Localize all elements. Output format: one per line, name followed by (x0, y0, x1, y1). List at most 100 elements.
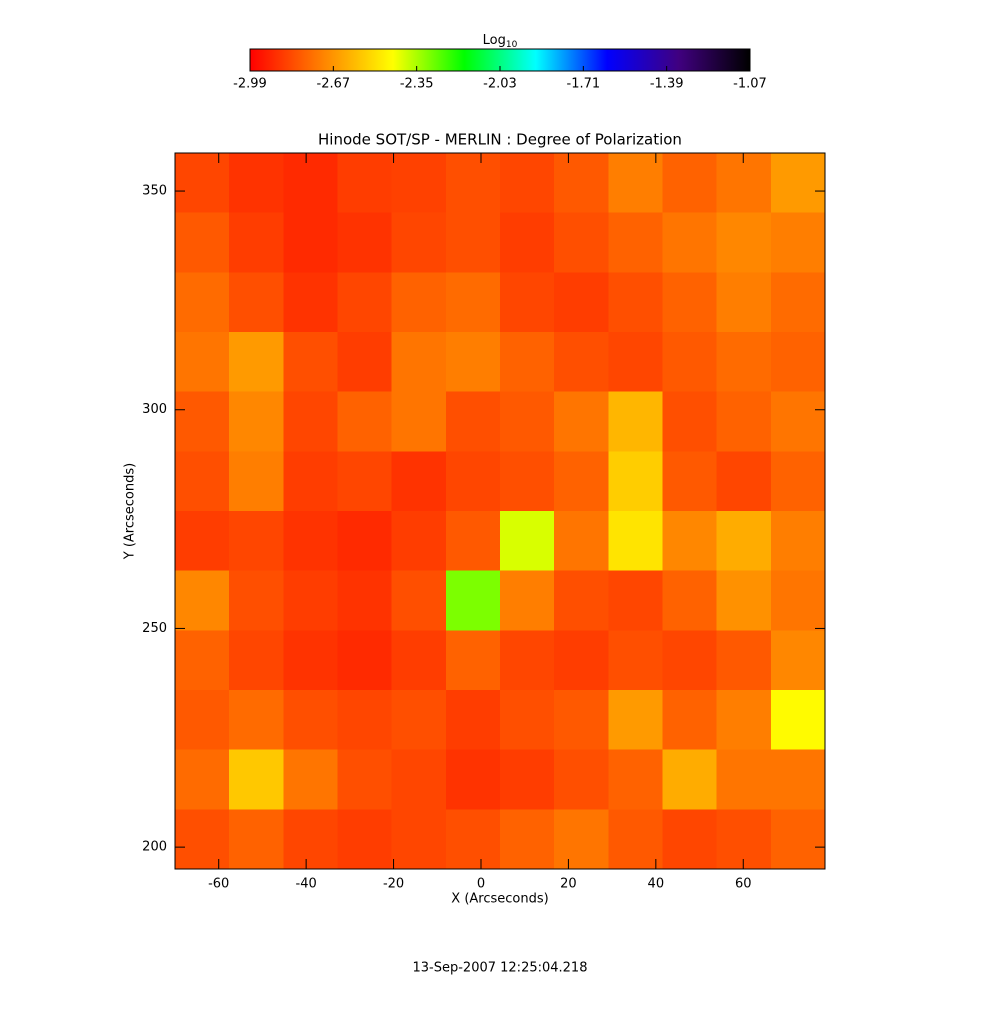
heatmap-cell (554, 451, 609, 512)
heatmap-cell (391, 749, 447, 810)
heatmap-cell (283, 749, 338, 810)
heatmap-cell (391, 212, 447, 273)
heatmap-cell (445, 451, 501, 512)
heatmap-cell (445, 511, 501, 572)
heatmap-cell (175, 272, 230, 333)
heatmap-cell (608, 212, 663, 273)
x-tick-label: -40 (296, 877, 317, 892)
heatmap-cell (554, 690, 609, 751)
heatmap-cell (175, 749, 230, 810)
heatmap-cell (500, 212, 555, 273)
colorbar-label: Log10 (483, 33, 518, 50)
heatmap-cell (175, 570, 230, 631)
heatmap-cell (175, 451, 230, 512)
heatmap-cell (337, 809, 393, 870)
heatmap-cell (175, 332, 230, 393)
heatmap-cell (554, 570, 609, 631)
heatmap-cell (445, 630, 501, 691)
heatmap-cell (608, 391, 663, 452)
x-tick-label: -60 (208, 877, 229, 892)
heatmap-cell (337, 212, 393, 273)
heatmap-cell (229, 809, 284, 870)
heatmap-cell (662, 391, 718, 452)
heatmap-cell (229, 749, 284, 810)
heatmap-cell (500, 511, 555, 572)
heatmap-cell (716, 272, 772, 333)
heatmap-cell (554, 272, 609, 333)
heatmap-cell (662, 212, 718, 273)
heatmap-cell (662, 153, 718, 214)
heatmap-cell (770, 272, 826, 333)
colorbar-tick-label: -2.03 (483, 77, 517, 92)
colorbar-tick-label: -1.39 (650, 77, 684, 92)
heatmap-cell (175, 153, 230, 214)
heatmap-cell (608, 630, 663, 691)
heatmap-cell (391, 153, 447, 214)
heatmap-cell (662, 570, 718, 631)
heatmap-cell (662, 451, 718, 512)
heatmap-cell (554, 153, 609, 214)
heatmap-cell (554, 391, 609, 452)
heatmap-cell (445, 272, 501, 333)
y-tick-label: 350 (142, 184, 167, 199)
heatmap-cell (608, 272, 663, 333)
heatmap-cell (283, 212, 338, 273)
x-tick-label: 0 (477, 877, 485, 892)
heatmap-cell (283, 153, 338, 214)
heatmap-cell (229, 391, 284, 452)
y-tick-label: 200 (142, 840, 167, 855)
colorbar-tick-label: -1.07 (733, 77, 767, 92)
heatmap-cell (175, 809, 230, 870)
heatmap-cell (608, 451, 663, 512)
heatmap-cell (716, 630, 772, 691)
heatmap-cell (500, 570, 555, 631)
heatmap-cell (229, 332, 284, 393)
x-tick-label: 20 (560, 877, 577, 892)
heatmap-cell (608, 809, 663, 870)
heatmap-cell (391, 809, 447, 870)
heatmap-cell (716, 809, 772, 870)
heatmap-cell (445, 809, 501, 870)
heatmap-cell (770, 153, 826, 214)
heatmap-cell (283, 451, 338, 512)
heatmap-cell (500, 749, 555, 810)
heatmap-cell (716, 570, 772, 631)
heatmap-cell (283, 272, 338, 333)
heatmap-cell (770, 570, 826, 631)
heatmap-cell (500, 153, 555, 214)
heatmap-cell (662, 511, 718, 572)
colorbar-tick-label: -2.67 (317, 77, 351, 92)
heatmap-cell (283, 570, 338, 631)
heatmap-cell (283, 630, 338, 691)
heatmap-cell (229, 153, 284, 214)
colorbar-tick-label: -2.35 (400, 77, 434, 92)
heatmap-cell (770, 332, 826, 393)
heatmap-cell (554, 212, 609, 273)
heatmap-cell (770, 451, 826, 512)
heatmap-cell (770, 809, 826, 870)
heatmap-cell (175, 630, 230, 691)
heatmap-cell (662, 272, 718, 333)
heatmap-cell (391, 570, 447, 631)
heatmap-cell (770, 391, 826, 452)
heatmap-cell (337, 690, 393, 751)
heatmap-cell (500, 690, 555, 751)
heatmap-cell (716, 511, 772, 572)
heatmap (175, 153, 826, 870)
heatmap-cell (337, 749, 393, 810)
heatmap-cell (608, 153, 663, 214)
heatmap-cell (662, 690, 718, 751)
heatmap-cell (229, 451, 284, 512)
heatmap-cell (445, 391, 501, 452)
chart-title: Hinode SOT/SP - MERLIN : Degree of Polar… (318, 131, 682, 149)
heatmap-cell (283, 391, 338, 452)
heatmap-cell (662, 630, 718, 691)
colorbar-tick-label: -1.71 (567, 77, 601, 92)
heatmap-cell (554, 749, 609, 810)
heatmap-cell (229, 511, 284, 572)
heatmap-cell (283, 809, 338, 870)
heatmap-cell (662, 809, 718, 870)
heatmap-cell (770, 749, 826, 810)
x-axis-label: X (Arcseconds) (451, 892, 548, 907)
